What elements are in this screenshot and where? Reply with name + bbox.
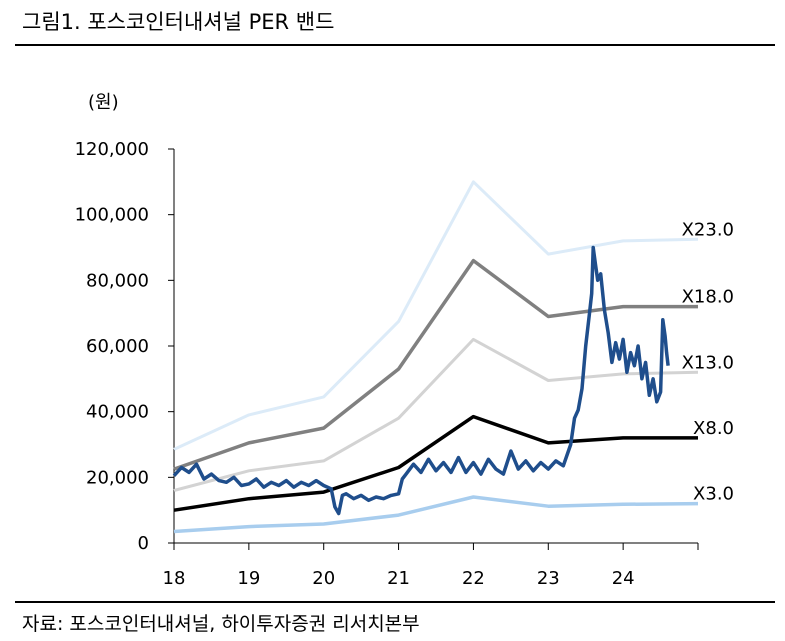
band-line-x23-0 [173, 180, 699, 451]
y-tick-label: 120,000 [75, 139, 149, 160]
price-line [172, 245, 670, 516]
title-divider [15, 44, 775, 46]
band-line-x8-0 [173, 414, 698, 512]
y-tick-label: 20,000 [86, 467, 149, 488]
y-tick-label: 0 [138, 533, 149, 554]
band-label-x8-0: X8.0 [693, 418, 734, 439]
band-label-x3-0: X3.0 [693, 484, 734, 505]
axes: 0 20,000 40,000 60,000 80,000 100,000 120,000 1… [75, 139, 699, 589]
chart-title: 그림1. 포스코인터내셔널 PER 밴드 [22, 10, 335, 34]
x-tick-label: 23 [537, 568, 560, 589]
y-tick-label: 40,000 [86, 402, 149, 423]
band-label-x13-0: X13.0 [682, 352, 734, 373]
per-band-lines [173, 180, 699, 534]
y-axis-unit-label: (원) [88, 92, 119, 113]
band-line-x13-0 [173, 337, 699, 492]
source-note: 자료: 포스코인터내셔널, 하이투자증권 리서치본부 [22, 613, 420, 635]
price-series [172, 245, 670, 516]
x-tick-label: 22 [462, 568, 485, 589]
band-label-x18-0: X18.0 [682, 287, 734, 308]
x-tick-label: 21 [387, 568, 410, 589]
band-labels: X23.0 X18.0 X13.0 X8.0 X3.0 [682, 219, 734, 504]
y-tick-label: 60,000 [86, 336, 149, 357]
x-tick-label: 18 [163, 568, 186, 589]
y-tick-label: 100,000 [75, 205, 149, 226]
band-label-x23-0: X23.0 [682, 219, 734, 240]
x-tick-label: 20 [312, 568, 335, 589]
band-line-x3-0 [173, 495, 699, 534]
source-divider [15, 601, 775, 603]
y-tick-label: 80,000 [86, 270, 149, 291]
x-tick-label: 24 [612, 568, 635, 589]
band-line-x18-0 [173, 258, 698, 471]
x-tick-label: 19 [237, 568, 260, 589]
